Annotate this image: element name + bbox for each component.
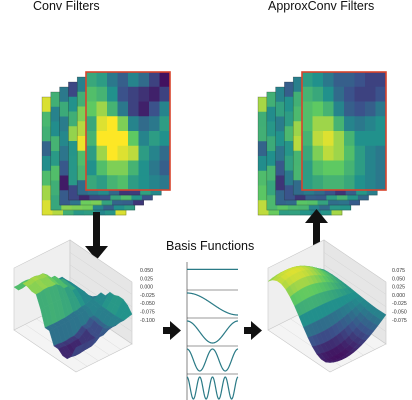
filter-tick-label: 0.050 (140, 268, 153, 274)
approx-tick-label: 0.050 (392, 276, 405, 282)
filter-tick-label: -0.025 (140, 293, 155, 299)
filter-tick-label: -0.075 (140, 310, 155, 316)
approx-z-ticks: 0.075 0.050 0.025 0.000 -0.025 -0.050 -0.075 (392, 268, 407, 324)
basis-functions-panel (186, 262, 239, 400)
right-arrow-to-basis (163, 321, 181, 340)
right-arrow-from-basis (244, 321, 262, 340)
filter-tick-label: 0.000 (140, 285, 153, 291)
filter-surface (13, 272, 133, 360)
approx-front-filter (301, 71, 387, 191)
approx-surface-plot: 0.075 0.050 0.025 0.000 -0.025 -0.050 -0.075 (267, 239, 407, 373)
approx-tick-label: 0.025 (392, 285, 405, 291)
approx-filters-label: ApproxConv Filters (268, 0, 375, 13)
conv-front-filter (85, 71, 171, 191)
filter-tick-label: -0.050 (140, 301, 155, 307)
down-arrow (85, 212, 108, 260)
filter-surface-plot: 0.050 0.025 0.000 -0.025 -0.050 -0.075 -0.100 (13, 239, 155, 373)
approx-tick-label: -0.050 (392, 310, 407, 316)
basis-function-2 (186, 290, 238, 319)
basis-function-4 (186, 346, 239, 375)
basis-function-5 (186, 374, 239, 400)
conv-filter-stack (41, 71, 171, 216)
basis-function-3 (186, 318, 239, 347)
filter-tick-label: -0.100 (140, 318, 155, 324)
approx-surface (267, 265, 387, 363)
filter-z-ticks: 0.050 0.025 0.000 -0.025 -0.050 -0.075 -0.100 (140, 268, 155, 324)
conv-filters-label: Conv Filters (33, 0, 100, 13)
approx-tick-label: 0.075 (392, 268, 405, 274)
approx-tick-label: 0.000 (392, 293, 405, 299)
approx-tick-label: -0.075 (392, 318, 407, 324)
basis-functions-label: Basis Functions (166, 239, 255, 253)
filter-tick-label: 0.025 (140, 276, 153, 282)
up-arrow (305, 209, 328, 258)
basis-function-1 (186, 262, 238, 291)
approx-tick-label: -0.025 (392, 301, 407, 307)
approx-filter-stack (257, 71, 387, 216)
